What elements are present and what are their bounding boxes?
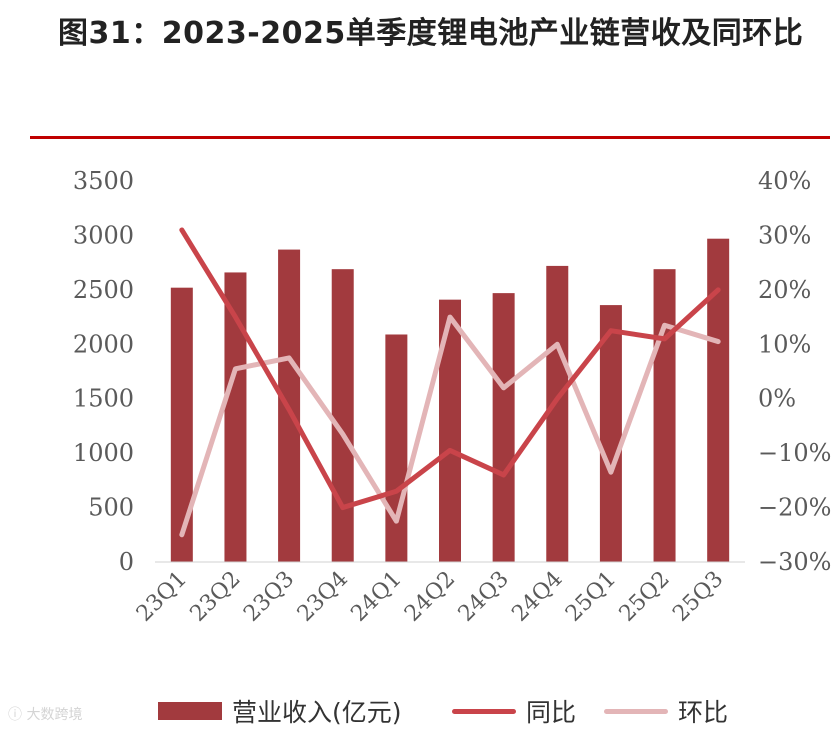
right-axis-tick-label: 20% bbox=[758, 276, 811, 304]
revenue-bar bbox=[170, 287, 193, 562]
right-axis-tick-label: −20% bbox=[758, 494, 831, 522]
revenue-bar bbox=[492, 293, 515, 562]
legend-swatch-yoy bbox=[452, 708, 516, 714]
chart-title: 图31：2023-2025单季度锂电池产业链营收及同环比 bbox=[58, 16, 804, 51]
x-axis-tick-label: 24Q1 bbox=[346, 567, 406, 627]
revenue-yoy-qoq-chart: 0 500 1000 1500 2000 2500 3000 3500 −30% −20% −10… bbox=[73, 167, 831, 627]
left-axis-tick-label: 1000 bbox=[73, 439, 134, 467]
revenue-bar bbox=[546, 265, 569, 562]
legend-item-revenue: 营业收入(亿元) bbox=[158, 693, 402, 729]
right-axis-tick-label: 10% bbox=[758, 330, 811, 358]
x-axis-tick-label: 23Q1 bbox=[132, 567, 192, 627]
right-axis-tick-label: 40% bbox=[758, 167, 811, 195]
left-axis-tick-label: 2500 bbox=[73, 276, 134, 304]
revenue-bar bbox=[707, 238, 730, 563]
x-axis-tick-label: 24Q3 bbox=[454, 567, 514, 627]
legend-label-qoq: 环比 bbox=[678, 698, 729, 727]
x-axis-tick-label: 25Q2 bbox=[615, 567, 675, 627]
right-axis-ticks: −30% −20% −10% 0% 10% 20% 30% 40% bbox=[758, 167, 831, 576]
right-axis-tick-label: −10% bbox=[758, 439, 831, 467]
left-axis-ticks: 0 500 1000 1500 2000 2500 3000 3500 bbox=[73, 167, 134, 576]
watermark-text: 大数跨境 bbox=[26, 707, 83, 723]
left-axis-tick-label: 3000 bbox=[73, 221, 134, 249]
x-axis-tick-label: 23Q3 bbox=[239, 567, 299, 627]
watermark-logo-icon: ⓘ bbox=[8, 707, 27, 723]
right-axis-tick-label: −30% bbox=[758, 548, 831, 576]
revenue-bar bbox=[385, 334, 408, 562]
left-axis-tick-label: 3500 bbox=[73, 167, 134, 195]
x-axis-tick-label: 25Q3 bbox=[668, 567, 728, 627]
left-axis-tick-label: 2000 bbox=[73, 330, 134, 358]
qoq-line bbox=[179, 314, 721, 538]
right-axis-tick-label: 30% bbox=[758, 221, 811, 249]
yoy-line bbox=[179, 227, 721, 511]
title-divider bbox=[30, 136, 830, 139]
x-axis-tick-label: 23Q2 bbox=[186, 567, 246, 627]
legend-item-yoy: 同比 bbox=[452, 693, 576, 729]
revenue-bars bbox=[170, 238, 730, 563]
x-axis-tick-label: 24Q2 bbox=[400, 567, 460, 627]
left-axis-tick-label: 1500 bbox=[73, 385, 134, 413]
legend-label-yoy: 同比 bbox=[526, 698, 577, 727]
x-axis-ticks: 23Q123Q223Q323Q424Q124Q224Q324Q425Q125Q2… bbox=[132, 567, 728, 627]
revenue-bar bbox=[331, 269, 354, 562]
legend-label-revenue: 营业收入(亿元) bbox=[232, 698, 402, 727]
revenue-bar bbox=[653, 269, 676, 562]
left-axis-tick-label: 500 bbox=[88, 494, 134, 522]
left-axis-tick-label: 0 bbox=[119, 548, 134, 576]
revenue-bar bbox=[599, 305, 622, 562]
x-axis-tick-label: 25Q1 bbox=[561, 567, 621, 627]
legend: 营业收入(亿元) 同比 环比 bbox=[0, 693, 831, 729]
x-axis-tick-label: 23Q4 bbox=[293, 567, 353, 627]
x-axis-tick-label: 24Q4 bbox=[507, 567, 567, 627]
revenue-bar bbox=[439, 299, 461, 562]
legend-swatch-revenue bbox=[158, 702, 222, 720]
revenue-bar bbox=[224, 272, 247, 562]
watermark: ⓘ 大数跨境 bbox=[8, 704, 82, 724]
legend-item-qoq: 环比 bbox=[604, 693, 728, 729]
right-axis-tick-label: 0% bbox=[758, 385, 796, 413]
legend-swatch-qoq bbox=[604, 708, 668, 714]
